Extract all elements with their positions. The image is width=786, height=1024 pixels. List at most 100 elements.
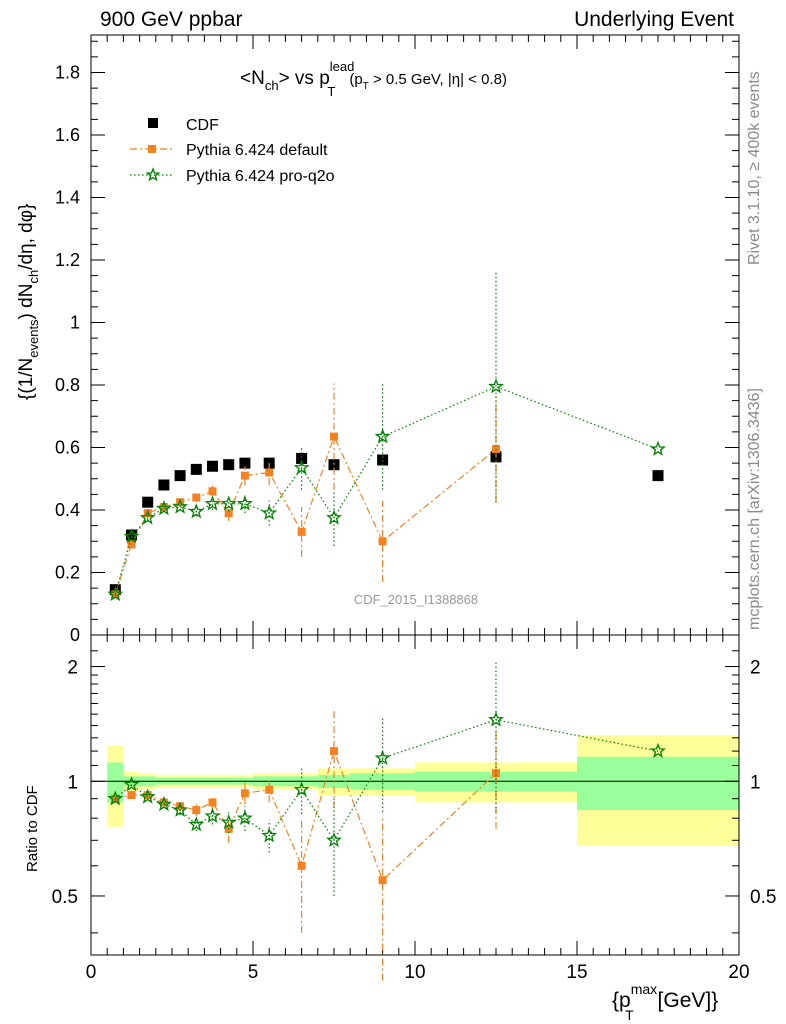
ratio-default-point [378,876,387,885]
ratio-data-marks [107,660,666,981]
header-left: 900 GeV ppbar [100,8,243,31]
main-y-tick-label: 1.2 [55,250,80,270]
ratio-proq2o-point [220,814,237,830]
main-proq2o-point [220,495,237,511]
ratio-proq2o-point [293,781,310,797]
ratio-default-point [192,806,201,815]
main-y-tick-label: 0.8 [55,375,80,395]
ratio-band-inner [577,756,739,811]
main-default-point [192,493,201,502]
main-cdf-point [207,460,218,472]
ratio-y-tick-label-right: 0.5 [750,887,776,908]
legend-marker-pythia-proq2o [145,167,161,182]
ratio-proq2o-point [204,807,221,823]
ratio-y-tick-label-right: 1 [750,772,761,793]
ratio-default-point [297,861,306,870]
main-proq2o-point [155,500,172,516]
main-cdf-point [174,470,186,482]
ratio-proq2o-point [261,827,278,843]
main-proq2o-point [236,495,253,511]
main-cdf-point [377,454,389,466]
main-data-marks [107,270,666,602]
main-y-tick-label: 1.6 [55,125,80,145]
ratio-proq2o-point [172,801,189,817]
ratio-proq2o-line [114,719,659,842]
main-default-point [330,432,338,441]
main-y-tick-label: 0.2 [55,563,80,583]
x-tick-label: 15 [566,962,587,983]
ratio-default-point [127,791,136,800]
legend-label-pythia-proq2o: Pythia 6.424 pro-q2o [186,168,335,185]
ratio-proq2o-point [123,776,140,792]
main-default-point [265,468,274,477]
ratio-default-point [159,798,168,807]
main-default-point [127,540,136,549]
legend-entry-pythia-proq2o: Pythia 6.424 pro-q2o [130,167,335,185]
x-tick-label: 0 [86,962,97,983]
main-cdf-point [158,479,170,491]
x-tick-label: 20 [728,962,749,983]
main-proq2o-point [172,498,189,514]
main-y-tick-label: 1 [70,313,80,333]
ratio-proq2o-point [155,795,172,812]
ratio-proq2o-point [188,816,205,832]
ratio-default-point [330,747,338,756]
main-default-point [297,527,306,536]
main-y-axis-label: {(1/Nevents) dNch/dη, dφ} [16,204,41,400]
header-right: Underlying Event [574,8,734,31]
legend-marker-pythia-default [148,145,156,153]
main-proq2o-point [188,503,205,519]
main-cdf-point [652,470,664,482]
main-proq2o-point [204,495,221,511]
x-axis-label: {pmax T [GeV]} [612,981,718,1023]
ratio-band-inner [107,762,124,803]
legend-marker-cdf [148,118,158,128]
legend-entry-pythia-default: Pythia 6.424 default [130,142,328,159]
ratio-proq2o-point [107,790,124,806]
main-proq2o-point [139,509,156,525]
main-y-tick-label: 1.4 [55,188,80,208]
x-tick-label: 10 [404,962,425,983]
main-proq2o-point [107,586,124,602]
legend: CDF Pythia 6.424 default Pythia 6.424 pr… [130,117,335,185]
main-proq2o-point [488,378,504,394]
ratio-default-point [265,785,274,794]
legend-entry-cdf: CDF [148,117,219,134]
ratio-proq2o-point [326,831,342,848]
main-cdf-point [142,496,154,508]
main-proq2o-point [326,509,342,525]
ratio-y-tick-label-left: 2 [67,658,78,679]
main-y-tick-label: 0 [70,625,80,645]
main-cdf-point [190,463,202,475]
ratio-default-point [240,789,249,798]
ratio-axes: 0.5 0.51 12 20 5 10 15 20 [52,635,776,983]
main-default-point [208,487,217,496]
ratio-y-tick-label-left: 1 [67,772,78,793]
main-y-tick-label: 0.4 [55,500,80,520]
main-proq2o-point [650,440,666,456]
ratio-y-tick-label-left: 0.5 [52,887,78,908]
main-proq2o-point [374,428,391,444]
chart-title: <Nch> vs plead T(pT > 0.5 GeV, |η| < 0.8) [240,59,507,99]
ratio-proq2o-point [139,788,156,804]
ratio-plot-frame [90,634,740,956]
main-y-tick-label: 0.6 [55,438,80,458]
main-proq2o-point [293,459,310,475]
main-proq2o-line [114,385,659,595]
legend-label-cdf: CDF [186,117,219,134]
main-cdf-point [223,459,235,471]
ratio-y-axis-label: Ratio to CDF [24,785,41,872]
main-y-tick-label: 1.8 [55,63,80,83]
ratio-default-point [208,798,217,807]
main-cdf-point [239,457,251,469]
x-tick-label: 5 [248,962,259,983]
main-default-point [224,509,233,518]
main-default-point [240,471,249,480]
ratio-y-tick-label-right: 2 [750,658,761,679]
main-proq2o-point [123,528,140,544]
main-default-point [378,537,387,546]
ratio-uncertainty-bands [91,735,739,846]
main-cdf-point [126,529,137,541]
ratio-proq2o-point [650,742,666,758]
